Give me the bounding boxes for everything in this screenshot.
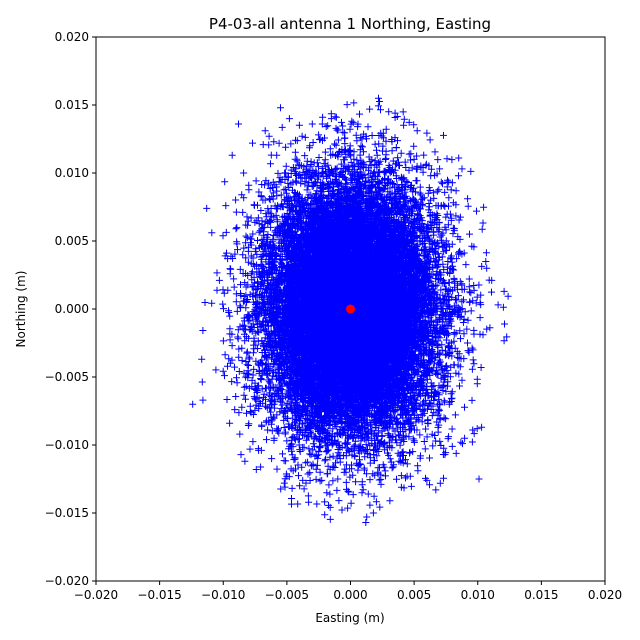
x-axis-ticks: −0.020 −0.015 −0.010 −0.005 0.000 0.005 0.010 0…: [74, 581, 622, 602]
y-axis-label: Northing (m): [14, 271, 28, 348]
x-tick-label: 0.000: [333, 588, 367, 602]
x-tick-label: 0.015: [524, 588, 558, 602]
x-axis-label: Easting (m): [315, 611, 384, 625]
scatter-series-red-center: [346, 304, 355, 314]
red-center-marker: [346, 304, 355, 314]
x-tick-label: −0.010: [201, 588, 245, 602]
x-tick-label: 0.020: [588, 588, 622, 602]
y-tick-label: 0.010: [55, 166, 89, 180]
blue-plus-markers: [189, 94, 512, 526]
scatter-series-blue-plus: [189, 94, 512, 526]
y-tick-label: −0.005: [45, 370, 89, 384]
y-tick-label: −0.015: [45, 506, 89, 520]
y-tick-label: 0.015: [55, 98, 89, 112]
x-tick-label: 0.010: [461, 588, 495, 602]
y-axis-ticks: −0.020 −0.015 −0.010 −0.005 0.000 0.005 0.010 0…: [45, 30, 96, 588]
y-tick-label: −0.020: [45, 574, 89, 588]
y-tick-label: 0.000: [55, 302, 89, 316]
chart-title: P4-03-all antenna 1 Northing, Easting: [209, 15, 491, 33]
x-tick-label: −0.015: [137, 588, 181, 602]
x-tick-label: −0.020: [74, 588, 118, 602]
y-tick-label: 0.005: [55, 234, 89, 248]
x-tick-label: −0.005: [265, 588, 309, 602]
y-tick-label: 0.020: [55, 30, 89, 44]
x-tick-label: 0.005: [397, 588, 431, 602]
y-tick-label: −0.010: [45, 438, 89, 452]
